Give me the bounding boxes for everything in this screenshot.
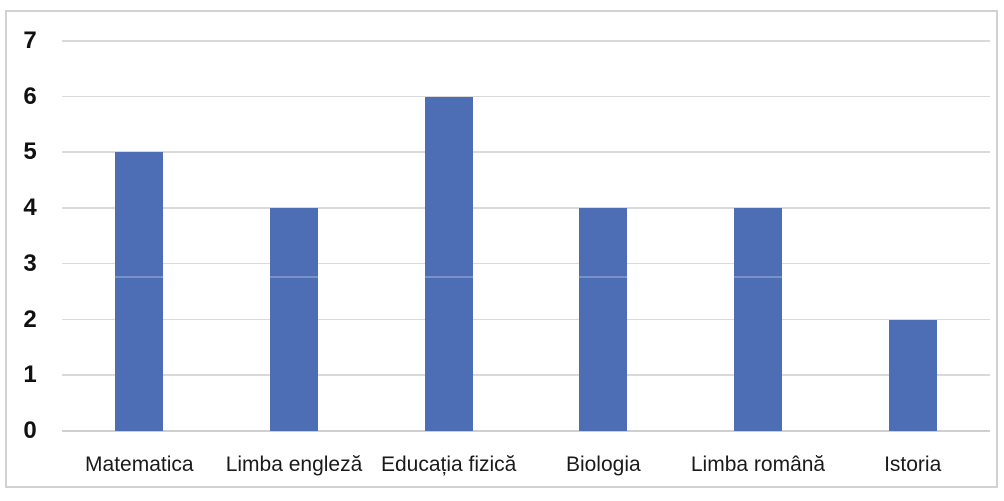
bar: [424, 96, 473, 431]
bar-highlight-line: [270, 275, 318, 278]
y-tick-label: 0: [23, 417, 37, 444]
y-tick-label: 1: [23, 361, 37, 389]
chart-frame-border: [5, 10, 998, 488]
y-tick-label: 4: [23, 194, 37, 222]
y-tick-label: 6: [23, 82, 37, 110]
y-tick-label: 5: [23, 138, 37, 166]
x-category-label: Limba română: [690, 453, 826, 476]
bar-highlight-line: [734, 275, 782, 278]
gridline: [62, 40, 990, 42]
x-category-label: Biologia: [565, 453, 641, 476]
bar: [888, 319, 937, 431]
x-category-label: Educația fizică: [380, 453, 517, 476]
gridline: [62, 318, 990, 321]
gridline: [62, 207, 990, 209]
bar-highlight-line: [115, 275, 164, 278]
x-category-label: Istoria: [884, 453, 942, 476]
bar: [270, 208, 318, 431]
y-tick-label: 3: [23, 249, 37, 277]
gridline: [62, 262, 990, 265]
bar-highlight-line: [424, 275, 473, 278]
y-tick-label: 2: [23, 305, 37, 333]
bar-highlight-line: [579, 275, 628, 278]
gridline: [62, 151, 990, 153]
bar: [579, 208, 628, 431]
gridline: [62, 95, 990, 98]
bar: [734, 208, 782, 431]
gridline: [62, 374, 990, 376]
x-category-label: Matematica: [85, 453, 194, 476]
x-category-label: Limba engleză: [225, 453, 363, 476]
x-axis-line: [62, 430, 990, 432]
bar: [115, 152, 164, 431]
y-tick-label: 7: [23, 27, 37, 54]
